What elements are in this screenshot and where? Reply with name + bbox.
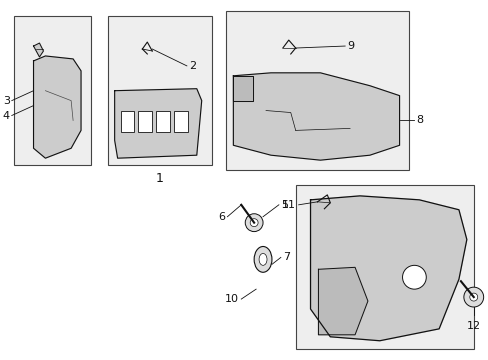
Circle shape bbox=[250, 219, 258, 227]
Bar bbox=[226, 11, 408, 170]
Bar bbox=[107, 16, 211, 165]
Bar bbox=[14, 16, 91, 165]
Text: 11: 11 bbox=[281, 200, 295, 210]
Bar bbox=[174, 111, 187, 132]
Text: 7: 7 bbox=[282, 252, 289, 262]
Text: 6: 6 bbox=[218, 212, 225, 222]
Text: 8: 8 bbox=[416, 116, 423, 126]
Circle shape bbox=[463, 287, 483, 307]
Bar bbox=[138, 111, 152, 132]
Polygon shape bbox=[34, 56, 81, 158]
Text: 5: 5 bbox=[280, 200, 287, 210]
Bar bbox=[156, 111, 170, 132]
Circle shape bbox=[469, 293, 477, 301]
Circle shape bbox=[402, 265, 426, 289]
Polygon shape bbox=[114, 89, 202, 158]
Polygon shape bbox=[318, 267, 367, 335]
Polygon shape bbox=[233, 76, 253, 100]
Text: 9: 9 bbox=[346, 41, 353, 51]
Circle shape bbox=[245, 214, 263, 231]
Ellipse shape bbox=[259, 253, 266, 265]
Ellipse shape bbox=[254, 247, 271, 272]
Polygon shape bbox=[310, 196, 466, 341]
Bar bbox=[121, 111, 134, 132]
Polygon shape bbox=[233, 73, 399, 160]
Text: 4: 4 bbox=[2, 111, 10, 121]
Text: 10: 10 bbox=[225, 294, 239, 304]
Text: 2: 2 bbox=[188, 61, 196, 71]
Bar bbox=[295, 185, 473, 349]
Text: 12: 12 bbox=[466, 321, 480, 331]
Polygon shape bbox=[34, 43, 43, 57]
Text: 3: 3 bbox=[3, 96, 10, 105]
Text: 1: 1 bbox=[155, 172, 163, 185]
